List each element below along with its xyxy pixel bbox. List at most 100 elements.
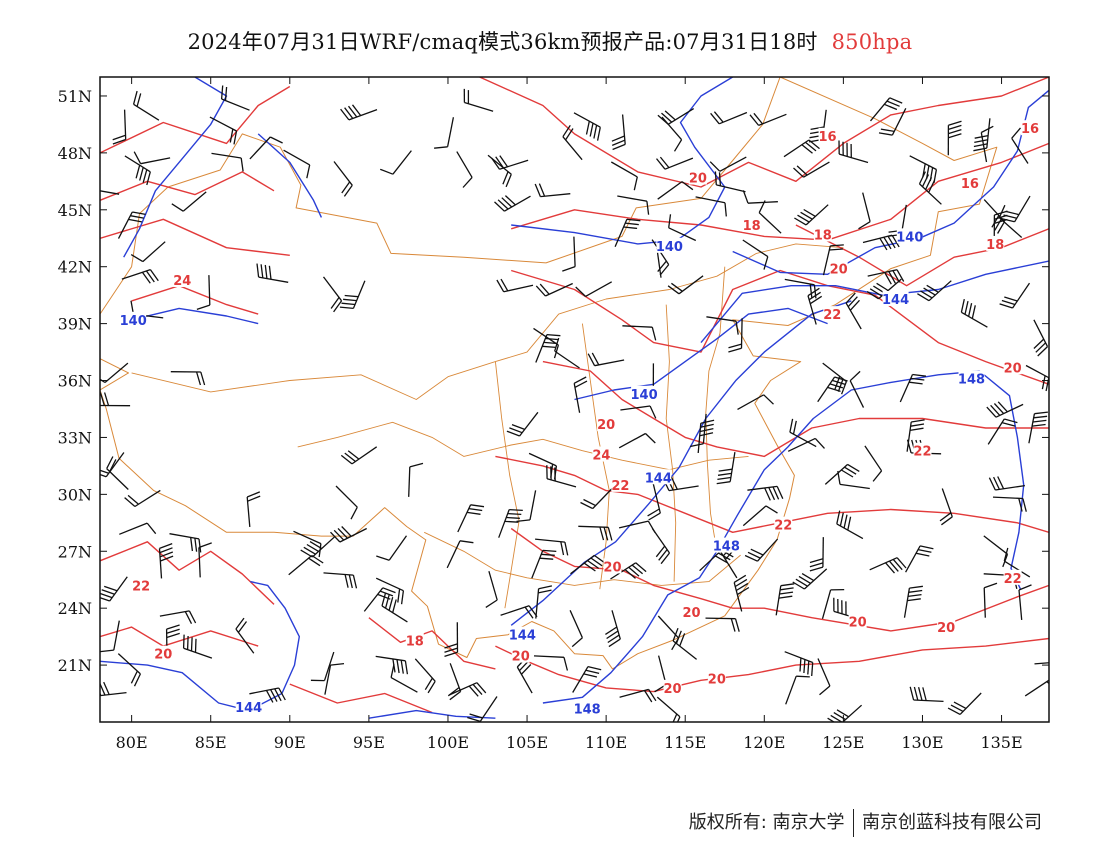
temperature-label-bg	[603, 558, 622, 574]
wind-barb	[375, 655, 409, 675]
temperature-label: 16	[961, 177, 979, 192]
temperature-label: 20	[708, 672, 726, 687]
wind-barb	[733, 574, 750, 612]
wind-barb	[610, 161, 638, 191]
wind-barb	[689, 413, 707, 448]
y-tick-label: 42N	[58, 258, 92, 277]
temperature-contour	[510, 142, 1049, 241]
wind-barb	[117, 211, 146, 239]
wind-barb	[870, 97, 903, 122]
footer-separator	[852, 809, 854, 837]
wind-barb	[100, 620, 120, 653]
temperature-label: 20	[1004, 361, 1022, 376]
x-tick-label: 125E	[822, 733, 864, 752]
temperature-label: 16	[819, 130, 837, 145]
temperature-contour	[510, 269, 1049, 385]
wind-barb	[710, 111, 748, 125]
wind-barb	[494, 195, 531, 212]
wind-barb	[573, 112, 601, 141]
temperature-label: 20	[512, 650, 530, 665]
height-label: 140	[631, 388, 658, 403]
wind-barb	[533, 655, 569, 671]
temperature-label: 22	[823, 308, 841, 323]
pressure-level-label: 850hpa	[831, 30, 913, 54]
wind-barb	[987, 418, 1018, 445]
wind-barb	[516, 490, 537, 523]
wind-barb	[256, 263, 289, 283]
wind-barb	[909, 155, 938, 184]
wind-barb	[100, 681, 127, 697]
wind-barb	[535, 282, 573, 297]
wind-barb	[695, 196, 727, 217]
wind-barb	[869, 557, 907, 574]
wind-barb	[858, 192, 871, 230]
temperature-label-bg	[1003, 569, 1022, 585]
wind-barb	[496, 278, 534, 293]
wind-barb	[878, 108, 907, 136]
wind-barb	[323, 572, 358, 589]
wind-barb	[960, 298, 988, 328]
wind-barb	[809, 537, 824, 572]
wind-barb	[651, 528, 671, 565]
wind-barb	[249, 136, 283, 160]
temperature-contour	[131, 285, 259, 315]
height-label-bg	[120, 311, 147, 327]
temperature-label-bg	[405, 632, 424, 648]
wind-barb	[506, 411, 539, 437]
wind-barb	[283, 149, 311, 179]
temperature-label-bg	[818, 127, 837, 143]
province-line	[131, 243, 844, 400]
height-label-bg	[882, 290, 909, 306]
wind-barb	[333, 161, 353, 197]
temperature-contour	[495, 455, 1049, 533]
wind-barb	[209, 116, 238, 145]
wind-barb	[444, 622, 459, 658]
wind-barb	[130, 241, 166, 263]
temperature-label-bg	[986, 235, 1005, 251]
wind-barb	[491, 155, 529, 170]
wind-barb	[617, 195, 650, 215]
wind-barb	[467, 696, 498, 722]
wind-barb	[562, 124, 583, 161]
x-tick-label: 130E	[901, 733, 943, 752]
temperature-contour	[100, 85, 291, 154]
temperature-label: 24	[592, 449, 610, 464]
height-label-bg	[509, 626, 536, 642]
wind-barb	[100, 576, 128, 602]
wind-barb	[899, 373, 927, 403]
wind-barb	[1028, 411, 1048, 444]
y-tick-label: 21N	[58, 656, 92, 675]
temperature-label: 20	[597, 418, 615, 433]
wind-barb	[158, 542, 174, 579]
wind-barb	[988, 476, 1025, 491]
wind-barb	[697, 419, 715, 454]
wind-barb	[610, 562, 647, 580]
wind-barb	[562, 236, 576, 272]
wind-barb	[339, 280, 366, 310]
height-label: 148	[713, 540, 740, 555]
y-tick-label: 48N	[58, 144, 92, 163]
x-tick-label: 110E	[585, 733, 627, 752]
temperature-label-bg	[823, 306, 842, 322]
temperature-label-bg	[937, 619, 956, 635]
wind-barb	[535, 585, 553, 619]
height-label: 148	[958, 373, 985, 388]
temperature-contour	[368, 617, 496, 670]
wind-barb	[822, 244, 844, 276]
wind-barb	[580, 486, 614, 510]
wind-barb	[758, 200, 782, 234]
temperature-label-bg	[848, 613, 867, 629]
wind-barb	[784, 278, 817, 299]
wind-barb	[534, 183, 571, 198]
wind-barb	[983, 199, 1006, 234]
height-label: 144	[645, 471, 672, 486]
wind-barb	[836, 510, 864, 540]
temperature-label: 22	[774, 519, 792, 534]
temperature-contour	[542, 360, 1049, 458]
height-label-bg	[574, 700, 601, 716]
wind-barb	[159, 610, 197, 624]
height-label-bg	[235, 698, 262, 714]
wind-barb	[622, 325, 657, 341]
wind-barb	[909, 686, 944, 703]
